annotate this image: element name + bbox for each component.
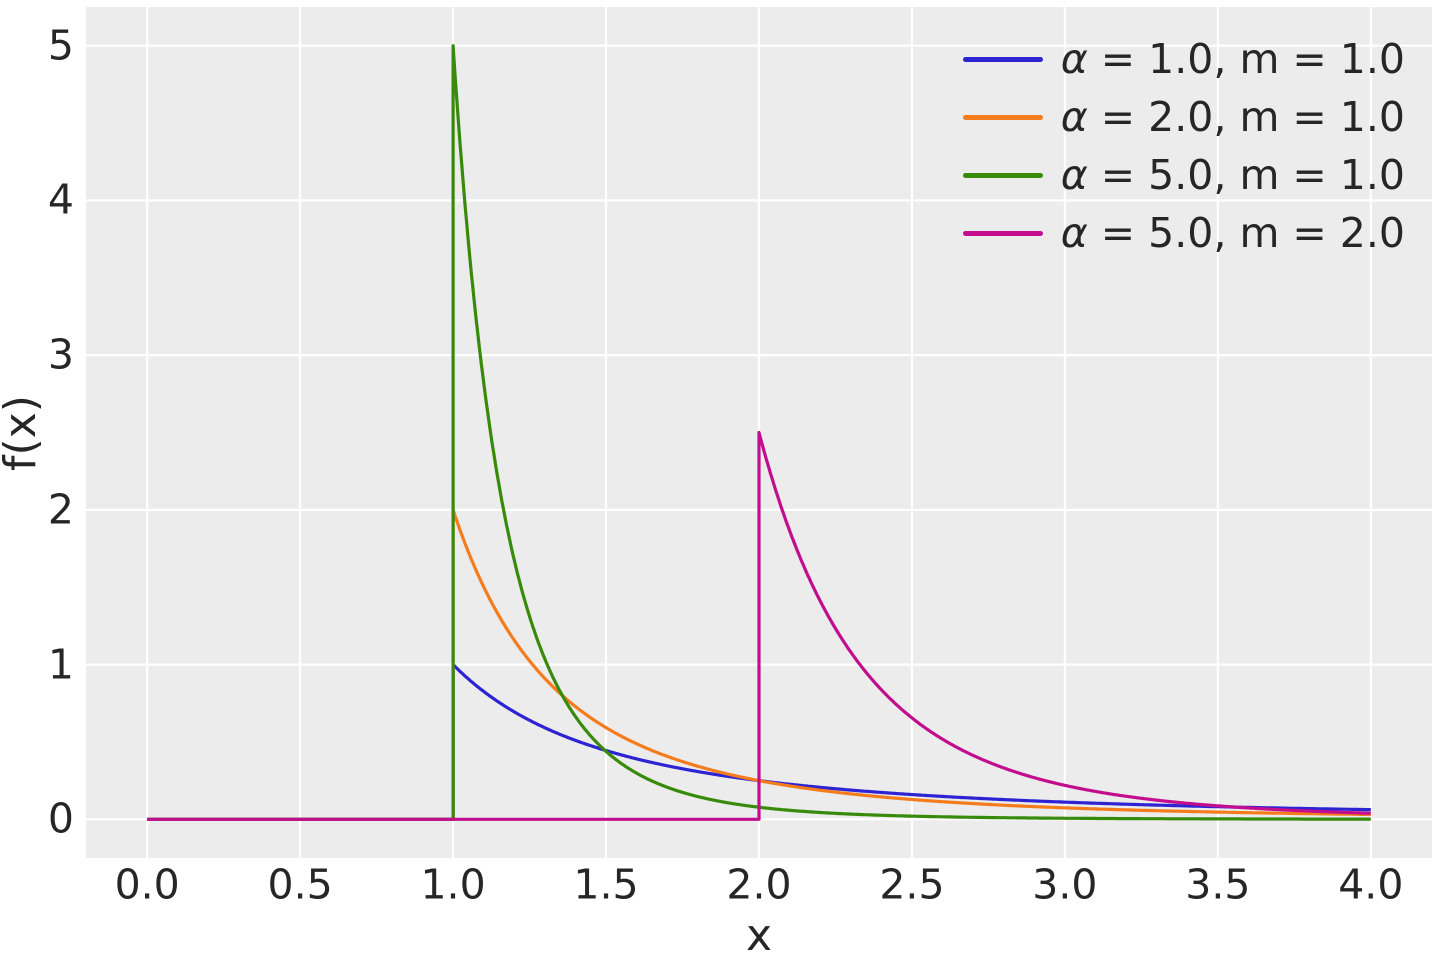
legend-item: α = 5.0, m = 1.0 xyxy=(962,146,1405,204)
x-tick-label: 3.0 xyxy=(1032,860,1098,909)
legend-item-label: α = 5.0, m = 1.0 xyxy=(1060,150,1405,199)
y-tick-label: 3 xyxy=(47,330,74,379)
x-tick-label: 3.5 xyxy=(1185,860,1251,909)
y-tick-label: 4 xyxy=(47,175,74,224)
legend-line-swatch xyxy=(962,172,1043,178)
y-tick-label: 0 xyxy=(47,794,74,843)
x-tick-label: 1.5 xyxy=(573,860,639,909)
legend-item-label: α = 5.0, m = 2.0 xyxy=(1060,208,1405,257)
curve-series-3 xyxy=(147,430,1372,821)
legend-item: α = 1.0, m = 1.0 xyxy=(962,30,1405,88)
legend-line-swatch xyxy=(962,56,1043,62)
curve-series-1 xyxy=(147,508,1372,821)
y-tick-label: 1 xyxy=(47,640,74,689)
legend-item-label: α = 2.0, m = 1.0 xyxy=(1060,92,1405,141)
x-tick-label: 0.0 xyxy=(114,860,180,909)
x-axis-label: x xyxy=(745,910,773,960)
y-axis-label: f(x) xyxy=(0,395,46,471)
curve-series-2 xyxy=(147,44,1372,821)
x-tick-label: 2.5 xyxy=(879,860,945,909)
x-tick-label: 1.0 xyxy=(420,860,486,909)
legend: α = 1.0, m = 1.0 α = 2.0, m = 1.0 α = 5.… xyxy=(962,30,1405,262)
x-tick-label: 4.0 xyxy=(1338,860,1404,909)
x-tick-label: 0.5 xyxy=(267,860,333,909)
x-tick-label: 2.0 xyxy=(726,860,792,909)
y-tick-label: 2 xyxy=(47,485,74,534)
legend-item-label: α = 1.0, m = 1.0 xyxy=(1060,34,1405,83)
legend-line-swatch xyxy=(962,230,1043,236)
legend-item: α = 2.0, m = 1.0 xyxy=(962,88,1405,146)
legend-item: α = 5.0, m = 2.0 xyxy=(962,204,1405,262)
legend-line-swatch xyxy=(962,114,1043,120)
y-tick-label: 5 xyxy=(47,21,74,70)
